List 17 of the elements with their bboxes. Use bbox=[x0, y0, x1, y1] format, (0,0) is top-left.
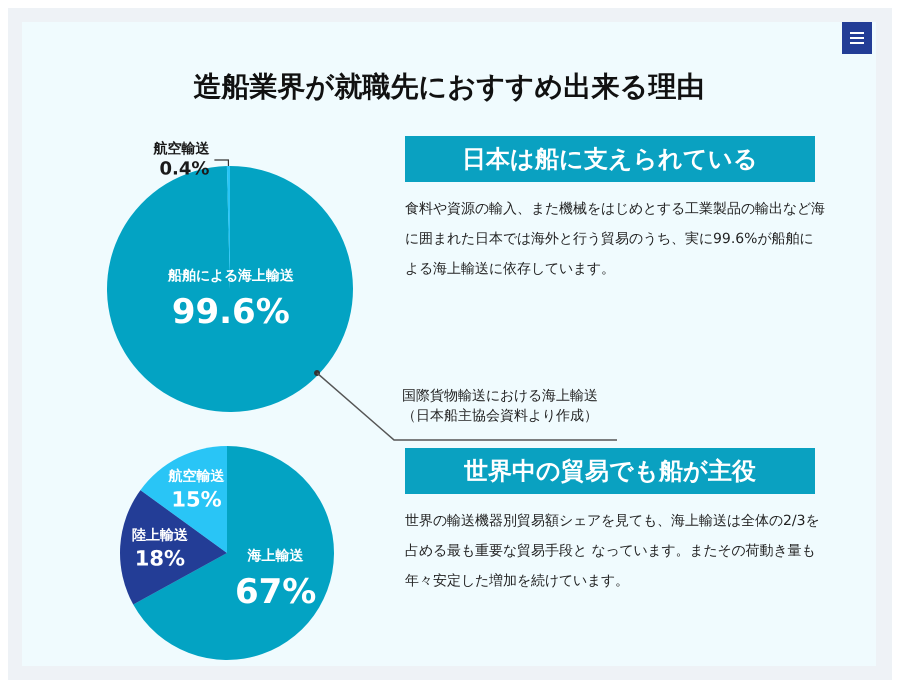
text: 世界中の貿易でも船が主役 bbox=[405, 448, 815, 494]
slice-label: 航空輸送 bbox=[152, 140, 210, 158]
data-label: 99.6% bbox=[172, 292, 290, 332]
data-label: 0.4% bbox=[159, 158, 210, 180]
text: （日本船主協会資料より作成） bbox=[402, 407, 598, 426]
data-label: 15% bbox=[171, 487, 222, 512]
slice-label: 陸上輸送 bbox=[132, 528, 189, 544]
text: 国際貨物輸送における海上輸送 bbox=[402, 387, 598, 406]
text: 日本は船に支えられている bbox=[405, 136, 815, 182]
data-label: 67% bbox=[234, 572, 316, 612]
slice-label: 航空輸送 bbox=[167, 467, 226, 484]
text: 造船業界が就職先におすすめ出来る理由 bbox=[192, 69, 706, 105]
text: 世界の輸送機器別貿易額シェアを見ても、海上輸送は全体の2/3を占める最も重要な貿易手段と なっています。またその荷動き量も年々安定した増加を続けています。 bbox=[405, 512, 821, 591]
data-label: 18% bbox=[134, 546, 186, 571]
slice-label: 船舶による海上輸送 bbox=[166, 268, 295, 284]
text: 食料や資源の輸入、また機械をはじめとする工業製品の輸出など海に囲まれた日本では海外と行う貿易のうち、実に99.6%が船舶による海上輸送に依存しています。 bbox=[405, 200, 825, 279]
slice-label: 海上輸送 bbox=[246, 548, 305, 564]
